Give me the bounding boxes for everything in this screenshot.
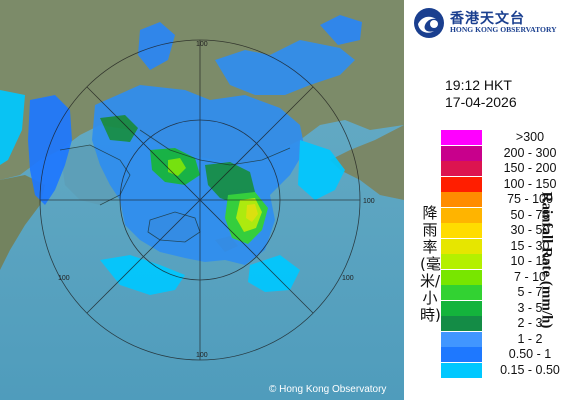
rain-echo-heavy (168, 158, 186, 176)
legend-row: 150 - 200 (441, 161, 577, 176)
org-name-en: HONG KONG OBSERVATORY (450, 25, 557, 34)
legend-row: 0.15 - 0.50 (441, 362, 577, 378)
legend-row: 15 - 30 (441, 238, 577, 254)
legend-label: 30 - 50 (510, 223, 550, 237)
legend-swatch (441, 300, 482, 316)
legend-swatch (441, 161, 482, 176)
rain-echo-light (100, 255, 185, 295)
ring-label: 100 (196, 352, 208, 359)
legend-swatch (441, 316, 482, 331)
legend-swatch (441, 269, 482, 285)
legend-row: 75 - 100 (441, 192, 577, 207)
legend-row: 2 - 3 (441, 316, 577, 331)
ring-label: 100 (342, 275, 354, 282)
legend-row: 1 - 2 (441, 331, 577, 347)
legend-row: >300 (441, 130, 577, 145)
legend-swatch (441, 207, 482, 223)
rain-echo-light (298, 140, 345, 200)
rain-echo-heavy (246, 204, 258, 222)
info-panel (404, 0, 577, 400)
legend-swatch (441, 331, 482, 347)
legend-swatch (441, 362, 482, 378)
legend-label: 2 - 3 (517, 316, 543, 330)
legend-label: 200 - 300 (503, 145, 557, 160)
rain-echo (320, 15, 362, 45)
legend-label: 100 - 150 (503, 176, 557, 191)
legend-row: 100 - 150 (441, 176, 577, 192)
legend-label: 15 - 30 (510, 238, 550, 253)
legend-swatch (441, 347, 482, 362)
legend-label: 5 - 7 (517, 285, 543, 299)
legend-row: 30 - 50 (441, 223, 577, 238)
legend-swatch (441, 223, 482, 238)
hko-logo-icon (414, 8, 444, 38)
legend-label: 3 - 5 (517, 300, 543, 315)
legend-swatch (441, 192, 482, 207)
legend-label: 75 - 100 (507, 192, 553, 206)
legend-swatch (441, 130, 482, 145)
legend-swatch (441, 254, 482, 269)
legend-row: 0.50 - 1 (441, 347, 577, 362)
legend-row: 50 - 75 (441, 207, 577, 223)
coastline (59, 129, 291, 243)
legend-label: 0.50 - 1 (508, 347, 552, 361)
radar-image: 100 100 100 100 100 (0, 0, 404, 400)
legend-label: 1 - 2 (517, 331, 543, 346)
legend-title-zh: 降雨率(毫米/小時) (420, 204, 441, 324)
rain-echo-moderate (100, 115, 138, 142)
legend-label: 7 - 10 (514, 269, 546, 284)
hko-logo[interactable]: 香港天文台 HONG KONG OBSERVATORY (413, 7, 573, 39)
legend-row: 10 - 15 (441, 254, 577, 269)
legend-swatch (441, 145, 482, 161)
ring-label: 100 (58, 275, 70, 282)
legend-row: 200 - 300 (441, 145, 577, 161)
legend-row: 3 - 5 (441, 300, 577, 316)
rain-echo-light (0, 90, 25, 165)
legend-label: 10 - 15 (510, 254, 550, 268)
range-rings (39, 39, 361, 361)
radar-map[interactable]: 100 100 100 100 100 © Hong Kong Observat… (0, 0, 404, 400)
ring-label: 100 (363, 198, 375, 205)
land-east (330, 125, 404, 200)
legend-row: 5 - 7 (441, 285, 577, 300)
legend-swatch (441, 238, 482, 254)
legend-label: 150 - 200 (503, 161, 557, 175)
legend-label: >300 (515, 130, 545, 144)
rain-echo (28, 95, 72, 205)
copyright-notice: © Hong Kong Observatory (269, 384, 387, 395)
legend-row: 7 - 10 (441, 269, 577, 285)
legend-title-en-wrap: Rainfall Rate (mm/h) (531, 185, 561, 335)
observation-date: 17-04-2026 (445, 94, 517, 110)
land-west (0, 175, 45, 270)
legend-swatch (441, 285, 482, 300)
legend-swatch (441, 176, 482, 192)
observation-time: 19:12 HKT (445, 77, 512, 93)
org-name-zh: 香港天文台 (450, 11, 525, 27)
legend-label: 0.15 - 0.50 (500, 362, 560, 377)
legend-label: 50 - 75 (510, 207, 550, 222)
legend-title-en: Rainfall Rate (mm/h) (538, 191, 555, 329)
ring-label: 100 (196, 41, 208, 48)
rain-echo (215, 40, 355, 95)
